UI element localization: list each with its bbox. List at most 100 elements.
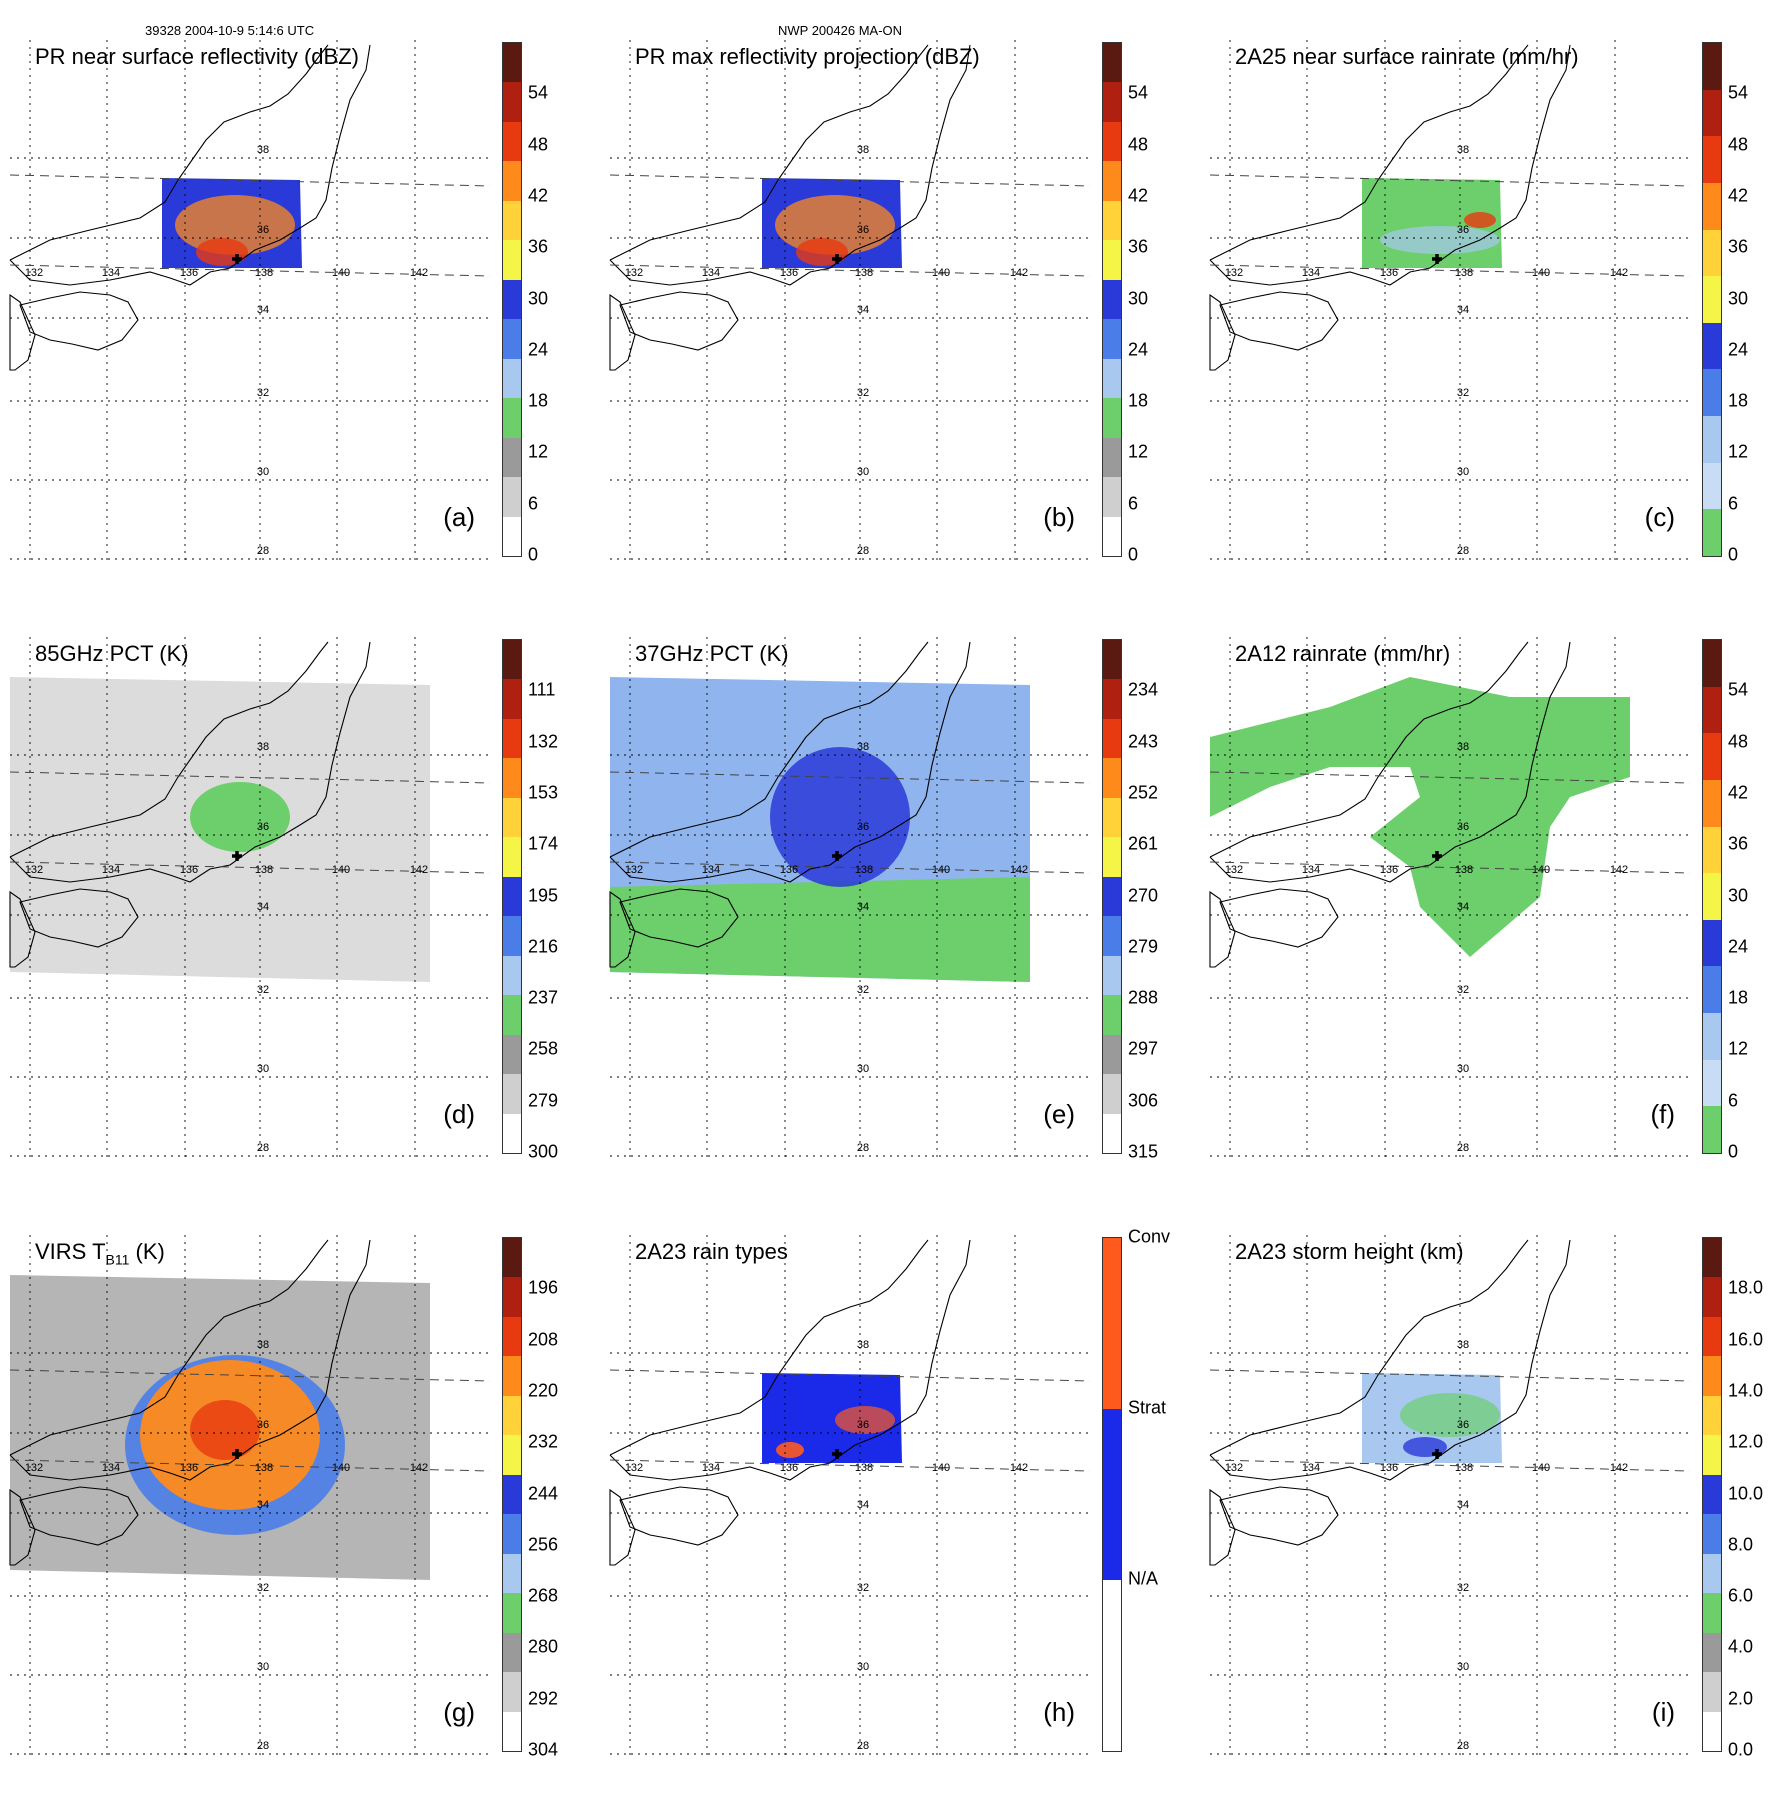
- colorbar-tick-label: 2.0: [1728, 1688, 1754, 1709]
- colorbar-tick-label: 288: [1128, 987, 1159, 1008]
- colorbar-tick-label: 252: [1128, 782, 1159, 803]
- lat-label: 36: [1457, 224, 1469, 236]
- lon-label: 132: [625, 267, 643, 279]
- colorbar-segment: [1103, 121, 1121, 163]
- colorbar-segment: [1103, 1580, 1121, 1751]
- colorbar-tick-label: 36: [1728, 236, 1749, 257]
- colorbar-segment: [503, 516, 521, 556]
- lat-label: 28: [1457, 545, 1469, 557]
- colorbar-segment: [503, 718, 521, 760]
- colorbar-tick-label: 243: [1128, 731, 1159, 752]
- colorbar-tick-label: 18.0: [1728, 1277, 1764, 1298]
- colorbar-segment: [1103, 1238, 1121, 1411]
- lat-label: 32: [1457, 984, 1469, 996]
- colorbar-tick-label: 48: [1728, 134, 1749, 155]
- panel-letter: (g): [443, 1697, 475, 1727]
- coastline: [609, 641, 971, 968]
- colorbar-tick-label: 258: [528, 1038, 559, 1059]
- header-orbit-time: 39328 2004-10-9 5:14:6 UTC: [145, 23, 315, 38]
- colorbar-segment: [503, 797, 521, 839]
- lat-label: 38: [257, 144, 269, 156]
- lat-lon-grid: [1210, 1235, 1690, 1755]
- lat-label: 32: [1457, 1582, 1469, 1594]
- lon-label: 142: [410, 1462, 428, 1474]
- lat-label: 32: [257, 1582, 269, 1594]
- colorbar-segment: [1703, 416, 1721, 465]
- lon-label: 138: [1455, 267, 1473, 279]
- colorbar-tick-label: 279: [528, 1090, 559, 1111]
- colorbar-segment: [503, 240, 521, 282]
- colorbar-segment: [1703, 826, 1721, 875]
- lat-label: 30: [1457, 1661, 1469, 1673]
- map-panel-i: 38 36 34 32 30 28 132 134 136 138 140 142 2A23 storm…: [1209, 1235, 1771, 1795]
- map-canvas: 38 36 34 32 30 28 132 134 136 138 140 142: [9, 637, 491, 1157]
- colorbar-tick-label: 16.0: [1728, 1329, 1764, 1350]
- colorbar-segment: [1103, 279, 1121, 321]
- lon-label: 136: [180, 267, 198, 279]
- colorbar-segment: [1703, 229, 1721, 278]
- colorbar-tick-label: 111: [528, 679, 556, 700]
- colorbar-segment: [1703, 89, 1721, 138]
- lat-label: 28: [1457, 1740, 1469, 1752]
- map-area: 38 36 34 32 30 28 132 134 136 138 140 142: [609, 637, 1091, 1157]
- colorbar-tick-label: 30: [1728, 288, 1749, 308]
- lat-label: 30: [257, 1063, 269, 1075]
- colorbar-tick-label: 208: [528, 1329, 559, 1350]
- lat-label: 38: [257, 741, 269, 753]
- lon-label: 142: [1010, 267, 1028, 279]
- colorbar-tick-label: 304: [528, 1739, 559, 1760]
- map-area: 38 36 34 32 30 28 132 134 136 138 140 142: [9, 40, 491, 560]
- colorbar-segment: [1703, 919, 1721, 968]
- colorbar-tick-label: 42: [1728, 782, 1749, 803]
- storm-center-icon: [832, 851, 842, 861]
- colorbar-segment: [1103, 640, 1121, 681]
- colorbar: [1102, 1237, 1122, 1752]
- colorbar-segment: [1703, 1553, 1721, 1595]
- colorbar-tick-label: 54: [1128, 82, 1149, 103]
- lat-label: 34: [857, 1499, 869, 1511]
- colorbar-segment: [1103, 43, 1121, 84]
- swath-edges: [1209, 174, 1691, 277]
- storm-center-icon: [832, 1449, 842, 1459]
- swath-edges: [9, 174, 491, 277]
- coastline: [609, 44, 971, 371]
- colorbar-segment: [1103, 1113, 1121, 1153]
- lon-label: 134: [1302, 864, 1320, 876]
- colorbar-segment: [503, 358, 521, 400]
- lat-label: 34: [857, 901, 869, 913]
- storm-center-icon: [232, 1449, 242, 1459]
- colorbar-tick-label: 132: [528, 731, 559, 752]
- lat-label: 30: [257, 466, 269, 478]
- colorbar-segment: [1703, 182, 1721, 232]
- colorbar-tick-label: 24: [1728, 936, 1749, 957]
- colorbar-segment: [1103, 679, 1121, 721]
- storm-center-icon: [232, 254, 242, 264]
- colorbar-segment: [503, 1356, 521, 1398]
- colorbar-segment: [1703, 1356, 1721, 1398]
- colorbar-segment: [503, 1238, 521, 1279]
- lon-label: 132: [25, 1462, 43, 1474]
- map-panel-g: 38 36 34 32 30 28 132 134 136 138 140 142 VIRS TB11 …: [9, 1235, 585, 1795]
- lat-lon-grid: [1210, 637, 1690, 1157]
- lon-label: 140: [332, 267, 350, 279]
- lon-label: 132: [25, 864, 43, 876]
- panel-title: 2A12 rainrate (mm/hr): [1235, 641, 1451, 666]
- map-area: 38 36 34 32 30 28 132 134 136 138 140 142: [609, 40, 1091, 560]
- colorbar-tick-label: 12: [1728, 1038, 1749, 1059]
- lat-label: 28: [857, 1142, 869, 1154]
- lon-label: 140: [932, 1462, 950, 1474]
- map-area: 38 36 34 32 30 28 132 134 136 138 140 142: [9, 1235, 491, 1755]
- lat-label: 28: [1457, 1142, 1469, 1154]
- colorbar-tick-label: 292: [528, 1688, 559, 1709]
- colorbar-tick-label: 300: [528, 1141, 559, 1162]
- colorbar-segment: [503, 398, 521, 440]
- colorbar-tick-label: 18: [1128, 390, 1149, 411]
- swath-edges: [609, 771, 1091, 874]
- lon-label: 142: [1610, 864, 1628, 876]
- colorbar-segment: [1103, 837, 1121, 879]
- lat-label: 32: [857, 1582, 869, 1594]
- lon-label: 134: [102, 864, 120, 876]
- colorbar-tick-label: 18: [1728, 390, 1749, 411]
- colorbar-tick-label: 10.0: [1728, 1483, 1764, 1503]
- panel-letter: (e): [1043, 1099, 1075, 1129]
